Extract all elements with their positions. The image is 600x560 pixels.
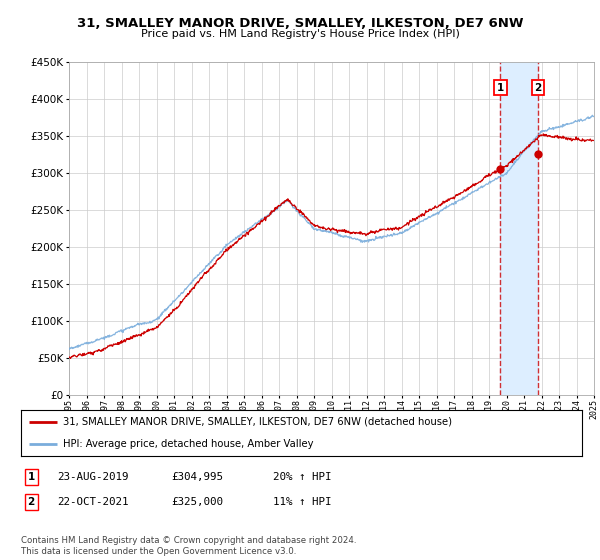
Text: 2: 2	[535, 82, 542, 92]
Text: 22-OCT-2021: 22-OCT-2021	[57, 497, 128, 507]
Text: 1: 1	[28, 472, 35, 482]
Bar	[500, 62, 538, 395]
Text: HPI: Average price, detached house, Amber Valley: HPI: Average price, detached house, Ambe…	[63, 438, 314, 449]
Text: 31, SMALLEY MANOR DRIVE, SMALLEY, ILKESTON, DE7 6NW: 31, SMALLEY MANOR DRIVE, SMALLEY, ILKEST…	[77, 17, 523, 30]
Text: Price paid vs. HM Land Registry's House Price Index (HPI): Price paid vs. HM Land Registry's House …	[140, 29, 460, 39]
Text: 31, SMALLEY MANOR DRIVE, SMALLEY, ILKESTON, DE7 6NW (detached house): 31, SMALLEY MANOR DRIVE, SMALLEY, ILKEST…	[63, 417, 452, 427]
Text: 2: 2	[28, 497, 35, 507]
Text: 23-AUG-2019: 23-AUG-2019	[57, 472, 128, 482]
Text: 1: 1	[497, 82, 504, 92]
Text: 20% ↑ HPI: 20% ↑ HPI	[273, 472, 331, 482]
Text: £325,000: £325,000	[171, 497, 223, 507]
Text: £304,995: £304,995	[171, 472, 223, 482]
Text: Contains HM Land Registry data © Crown copyright and database right 2024.
This d: Contains HM Land Registry data © Crown c…	[21, 536, 356, 556]
Text: 11% ↑ HPI: 11% ↑ HPI	[273, 497, 331, 507]
